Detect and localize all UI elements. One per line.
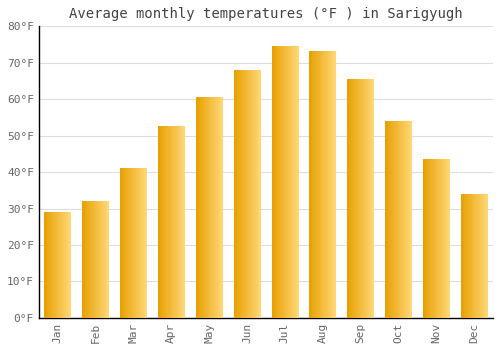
Title: Average monthly temperatures (°F ) in Sarigyugh: Average monthly temperatures (°F ) in Sa… <box>69 7 462 21</box>
